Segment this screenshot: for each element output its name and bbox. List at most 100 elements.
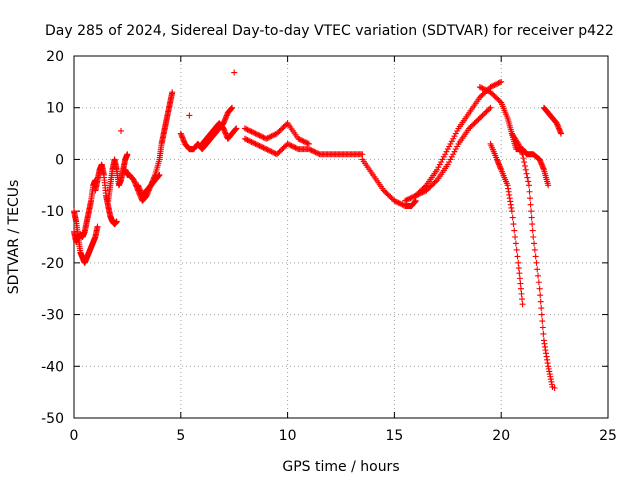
data-point-fill: [247, 138, 254, 145]
data-point-fill: [482, 109, 489, 116]
data-point-fill: [264, 135, 271, 142]
data-point-fill: [535, 272, 542, 279]
data-point: [487, 104, 494, 111]
data-point-fill: [424, 186, 431, 193]
data-point-fill: [247, 127, 254, 134]
data-point-fill: [264, 146, 271, 153]
data-point-fill: [299, 137, 306, 144]
data-point-fill: [514, 253, 521, 260]
x-tick-label: 25: [599, 428, 617, 444]
data-point: [530, 234, 537, 240]
data-point-fill: [382, 188, 389, 195]
data-point-fill: [488, 90, 495, 97]
data-point-fill: [516, 275, 523, 282]
data-point: [487, 89, 494, 96]
data-point-fill: [494, 95, 501, 102]
data-point-fill: [406, 195, 413, 202]
data-point-fill: [513, 246, 520, 253]
data-point-fill: [495, 96, 502, 103]
data-point: [252, 130, 259, 137]
data-point-fill: [446, 159, 453, 166]
data-point-fill: [515, 265, 522, 272]
data-point-fill: [478, 84, 485, 91]
data-point-fill: [259, 144, 266, 151]
data-point-fill: [527, 201, 534, 208]
data-point-fill: [386, 192, 393, 199]
data-point-fill: [307, 146, 314, 153]
data-point: [233, 125, 240, 132]
data-point-fill: [517, 280, 524, 287]
data-point-fill: [484, 87, 491, 94]
data-point-fill: [283, 121, 290, 128]
data-point: [476, 94, 483, 101]
data-point-fill: [496, 79, 503, 86]
data-point: [412, 192, 419, 199]
data-point-fill: [408, 194, 415, 201]
data-point-fill: [471, 120, 478, 127]
data-point-fill: [529, 227, 536, 234]
data-point-fill: [532, 253, 539, 260]
data-point-fill: [304, 140, 311, 147]
data-point: [263, 135, 270, 142]
data-point-fill: [521, 159, 528, 166]
data-point: [545, 182, 552, 189]
data-point-fill: [472, 118, 479, 125]
data-point-fill: [534, 266, 541, 273]
data-point-fill: [420, 188, 427, 195]
data-point-fill: [285, 141, 292, 148]
data-point-fill: [490, 82, 497, 89]
data-point-fill: [446, 143, 453, 150]
data-point-fill: [276, 148, 283, 155]
data-point-fill: [301, 138, 308, 145]
data-point: [434, 166, 441, 173]
data-point-fill: [435, 164, 442, 171]
data-point-fill: [452, 130, 459, 137]
data-point-fill: [313, 149, 320, 156]
data-point-fill: [395, 199, 402, 206]
data-point: [508, 208, 515, 215]
data-point-fill: [398, 201, 405, 208]
data-point-fill: [482, 86, 489, 93]
data-point-fill: [451, 133, 458, 140]
data-point-fill: [440, 153, 447, 160]
data-point-fill: [491, 93, 498, 100]
chart-title: Day 285 of 2024, Sidereal Day-to-day VTE…: [45, 23, 614, 39]
data-point: [476, 115, 483, 122]
data-point: [284, 140, 291, 147]
data-point: [476, 84, 483, 91]
data-point-fill: [384, 191, 391, 198]
data-points: [71, 69, 565, 392]
data-point-fill: [265, 134, 272, 141]
data-point: [466, 125, 473, 132]
data-point-fill: [512, 240, 519, 247]
data-point: [241, 135, 248, 142]
data-point: [94, 223, 101, 230]
data-point-fill: [253, 141, 260, 148]
data-point-fill: [256, 142, 263, 149]
data-point-fill: [521, 162, 528, 169]
data-point-fill: [291, 144, 298, 151]
data-point-fill: [537, 298, 544, 305]
data-point: [558, 130, 565, 137]
data-point-fill: [277, 126, 284, 133]
data-point-fill: [525, 178, 532, 185]
data-point-fill: [438, 159, 445, 166]
data-point-fill: [296, 136, 303, 143]
data-point-fill: [511, 227, 518, 234]
y-tick-label: -30: [41, 308, 64, 324]
data-point: [263, 146, 270, 153]
data-point-fill: [407, 195, 414, 202]
data-point-fill: [269, 132, 276, 139]
data-point-fill: [486, 106, 493, 113]
data-point-fill: [279, 125, 286, 132]
data-point-fill: [280, 124, 287, 131]
data-point: [519, 301, 526, 308]
data-point-fill: [538, 305, 545, 312]
data-point: [423, 187, 430, 194]
data-point-fill: [245, 127, 252, 134]
data-point-fill: [468, 122, 475, 129]
data-point-fill: [442, 151, 449, 158]
axis-ticks: 0 5 10 15 20 25 -50 -40 -30 -20 -10 0 10 20: [41, 49, 617, 444]
data-point-fill: [517, 285, 524, 292]
data-point: [124, 151, 131, 158]
